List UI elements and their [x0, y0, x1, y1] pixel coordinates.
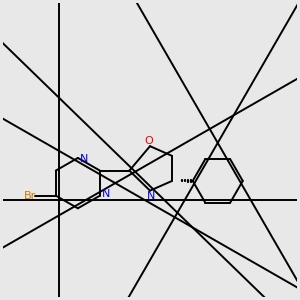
Text: O: O — [144, 136, 153, 146]
Text: N: N — [146, 191, 155, 201]
Text: N: N — [102, 189, 110, 199]
Text: N: N — [80, 154, 88, 164]
Text: Br: Br — [24, 190, 37, 201]
